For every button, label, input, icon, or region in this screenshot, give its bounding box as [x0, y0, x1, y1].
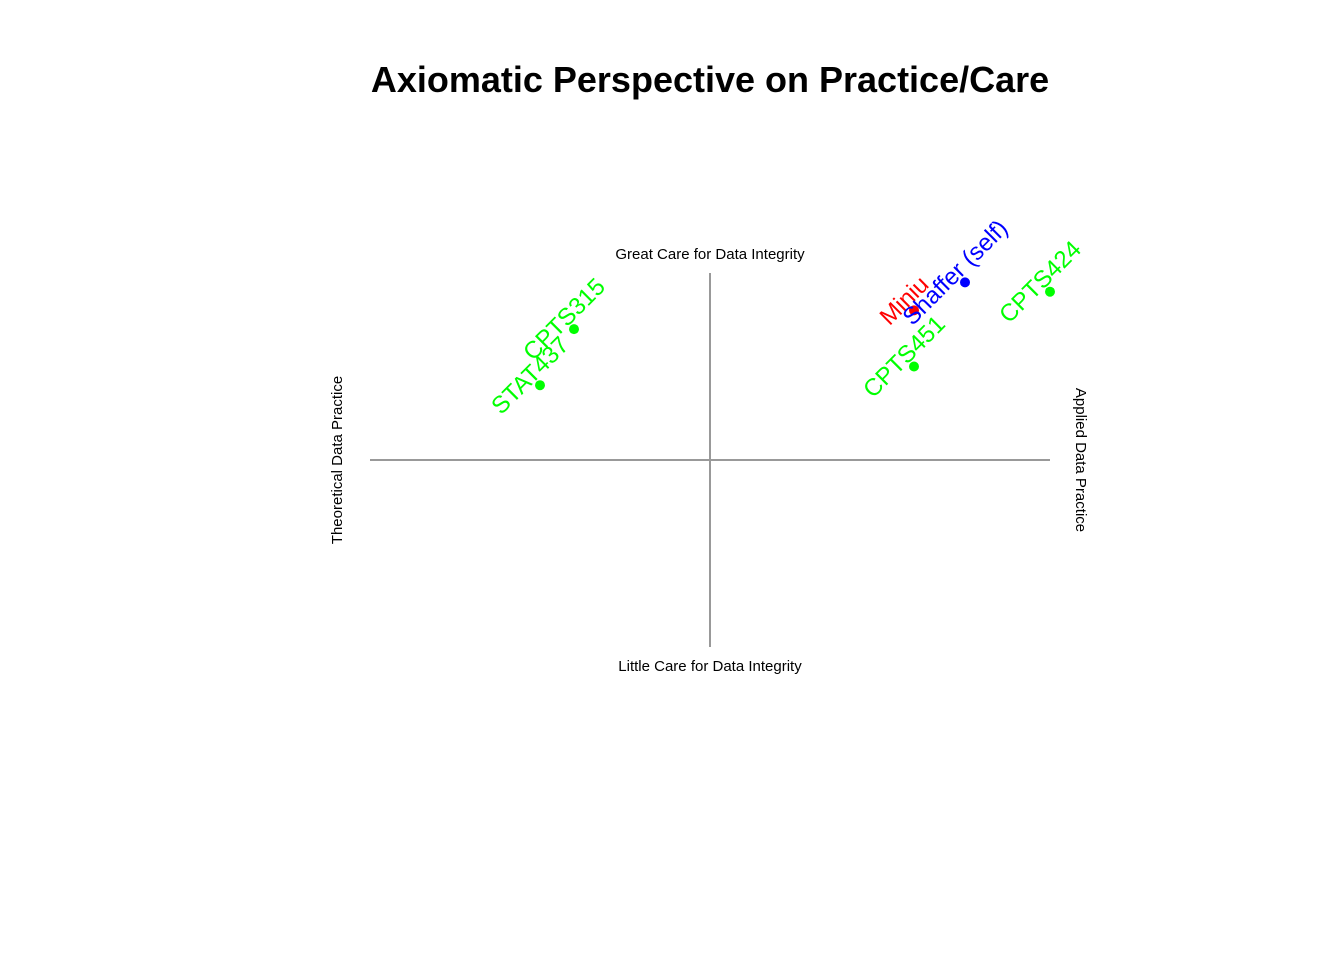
point-cpts315 — [569, 324, 579, 335]
axis-label-right: Applied Data Practice — [1072, 388, 1089, 532]
point-miniu — [909, 305, 919, 316]
point-cpts451 — [909, 361, 919, 372]
point-label-cpts451: CPTS451 — [858, 311, 951, 404]
axis-label-top: Great Care for Data Integrity — [615, 246, 805, 263]
axis-label-bottom: Little Care for Data Integrity — [618, 658, 802, 675]
point-cpts424 — [1045, 286, 1055, 297]
point-label-cpts424: CPTS424 — [994, 236, 1087, 329]
point-shaffer-self — [960, 277, 970, 288]
point-stat437 — [535, 380, 545, 391]
axis-label-left: Theoretical Data Practice — [329, 376, 346, 544]
chart-title: Axiomatic Perspective on Practice/Care — [371, 59, 1049, 100]
